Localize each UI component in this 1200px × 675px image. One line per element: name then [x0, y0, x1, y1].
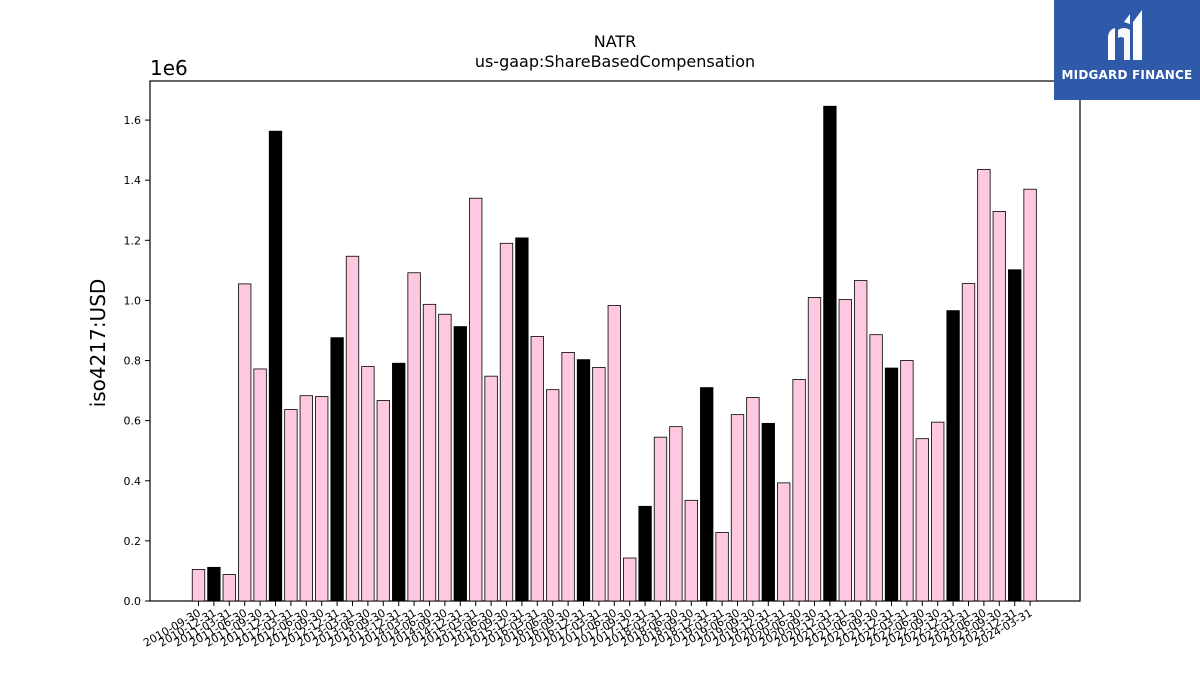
bar-2014-06-30: [422, 303, 437, 602]
brand-logo: MIDGARD FINANCE: [1054, 0, 1200, 100]
bar-2014-09-30: [438, 313, 452, 602]
y-axis-ticks: 0.0 0.2 0.4 0.6 0.8 1.0 1.2 1.4 1.6: [124, 114, 150, 608]
bar-2012-03-31: [284, 409, 298, 602]
bar-2022-12-31: [946, 310, 960, 602]
logo-text: MIDGARD FINANCE: [1061, 68, 1193, 82]
bar-2023-03-31: [961, 283, 976, 602]
bar-2014-03-31: [407, 272, 421, 602]
bar-2023-09-30: [992, 211, 1006, 602]
bar-2020-03-31: [777, 482, 791, 602]
bar-2020-06-30: [792, 379, 806, 602]
bar-2021-12-31: [884, 367, 899, 602]
bar-2012-06-30: [299, 395, 313, 602]
bar-2010-09-30: [191, 569, 206, 602]
bar-2014-12-31: [453, 326, 467, 602]
y-tick-label: 0.2: [124, 535, 142, 548]
bar-2019-12-31: [761, 422, 775, 602]
bar-2015-03-31: [469, 197, 483, 602]
bar-2016-03-31: [530, 336, 544, 602]
bar-2017-09-30: [623, 557, 637, 602]
y-tick-label: 1.6: [124, 114, 142, 127]
bar-2020-09-30: [807, 297, 822, 602]
bar-2013-09-30: [376, 400, 390, 602]
bar-2022-09-30: [931, 421, 945, 602]
bar-2012-09-30: [315, 396, 329, 602]
bar-2010-12-31: [207, 566, 221, 602]
y-tick-label: 1.4: [124, 174, 142, 187]
bar-2013-03-31: [345, 255, 360, 602]
bar-2015-09-30: [499, 242, 514, 602]
bar-2019-09-30: [746, 397, 760, 602]
bar-2016-06-30: [546, 389, 560, 602]
bar-2019-06-30: [730, 414, 745, 602]
bar-2011-09-30: [253, 368, 267, 602]
bar-2018-09-30: [684, 499, 698, 602]
y-tick-label: 1.0: [124, 294, 142, 307]
bar-2012-12-31: [330, 337, 344, 602]
bar-2017-03-31: [592, 367, 606, 602]
y-tick-label: 0.6: [124, 415, 142, 428]
bar-2015-06-30: [484, 375, 498, 602]
y-axis-label: iso4217:USD: [86, 278, 110, 408]
bar-2018-12-31: [700, 387, 714, 602]
y-axis-offset-label: 1e6: [150, 56, 188, 80]
bar-2021-06-30: [854, 280, 868, 602]
chart-title: NATR: [593, 32, 637, 51]
y-tick-label: 1.2: [124, 234, 142, 247]
y-tick-label: 0.0: [124, 595, 142, 608]
bar-2018-06-30: [669, 426, 683, 602]
bar-2023-06-30: [977, 168, 991, 602]
x-axis-ticks: 2010-09-302010-12-312011-03-312011-06-30…: [141, 601, 1035, 650]
bar-2015-12-31: [515, 237, 529, 602]
bar-2011-06-30: [238, 283, 252, 602]
y-tick-label: 0.4: [124, 475, 142, 488]
bar-2013-06-30: [361, 366, 375, 602]
bar-2011-12-31: [268, 130, 283, 602]
bar-2024-03-31: [1023, 188, 1037, 602]
bar-2021-09-30: [869, 334, 883, 602]
bar-2017-06-30: [607, 305, 621, 602]
bar-2016-12-31: [576, 359, 591, 602]
chart-subtitle: us-gaap:ShareBasedCompensation: [474, 52, 756, 71]
logo-mark-icon: [1108, 10, 1142, 60]
bar-2011-03-31: [222, 574, 236, 602]
y-tick-label: 0.8: [124, 355, 142, 368]
bar-2016-09-30: [561, 352, 575, 602]
bar-2013-12-31: [392, 362, 406, 602]
bar-2021-03-31: [838, 299, 852, 602]
bar-2019-03-31: [715, 532, 729, 602]
bar-2020-12-31: [823, 105, 837, 602]
bar-2018-03-31: [653, 436, 668, 602]
bar-2023-12-31: [1008, 269, 1022, 602]
bar-2022-03-31: [900, 360, 914, 602]
bar-group: [191, 105, 1037, 602]
bar-2022-06-30: [915, 438, 929, 602]
bar-2017-12-31: [638, 505, 652, 602]
